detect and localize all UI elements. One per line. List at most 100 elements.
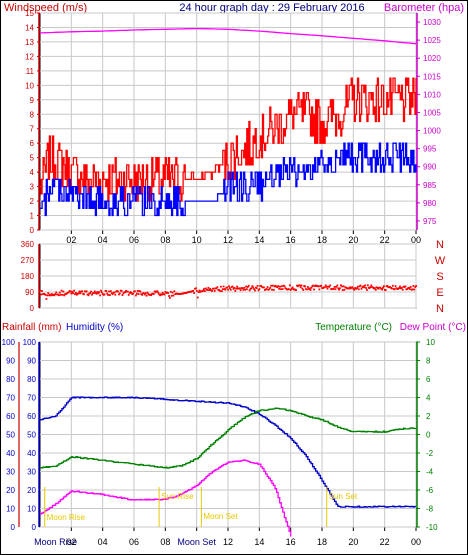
bottom-axis-label: 18 — [317, 537, 327, 547]
direction-point — [209, 288, 212, 290]
direction-point — [369, 286, 372, 288]
direction-point — [178, 293, 181, 295]
x-tick-label: 18 — [317, 235, 327, 245]
humidity-label: Humidity (%) — [66, 322, 123, 333]
direction-point — [135, 292, 138, 295]
humidity-tick-label: 50 — [27, 431, 36, 440]
direction-point — [121, 294, 124, 296]
humidity-tick-label: 100 — [23, 338, 37, 347]
direction-point — [320, 284, 323, 287]
humidity-line — [40, 396, 416, 508]
compass-label: S — [436, 271, 443, 283]
direction-point — [358, 285, 361, 288]
direction-point — [153, 290, 156, 293]
direction-point — [96, 291, 99, 293]
rainfall-tick-label: 80 — [6, 375, 15, 384]
direction-point — [44, 294, 47, 296]
direction-point — [363, 286, 366, 289]
bottom-axis-label: 12 — [223, 537, 233, 547]
direction-point — [199, 290, 202, 293]
direction-point — [394, 285, 397, 287]
y-right-tick-label: 1005 — [423, 108, 441, 117]
windspeed-label: Windspeed (m/s) — [4, 2, 87, 14]
direction-point — [159, 294, 161, 297]
direction-point — [246, 286, 249, 288]
direction-point — [195, 289, 198, 292]
bottom-axis-label: 16 — [286, 537, 296, 547]
wind-speed-line — [40, 142, 417, 217]
direction-point — [221, 288, 224, 291]
bottom-axis-label: 04 — [98, 537, 108, 547]
x-tick-label: 16 — [286, 235, 296, 245]
y-left-tick-label: 1 — [30, 212, 35, 221]
y-right-tick-label: 1015 — [423, 72, 441, 81]
direction-point — [109, 294, 111, 296]
direction-point — [343, 288, 346, 291]
direction-point — [70, 292, 73, 295]
barometer-label: Barometer (hpa) — [384, 2, 464, 14]
direction-point — [213, 290, 216, 292]
direction-point — [393, 288, 396, 291]
direction-point — [117, 290, 119, 293]
direction-point — [220, 285, 222, 288]
bottom-axis-label: 02 — [66, 537, 76, 547]
rainfall-tick-label: 30 — [6, 468, 15, 477]
direction-point — [114, 293, 117, 296]
direction-point — [374, 288, 377, 291]
y-left-tick-label: 4 — [30, 168, 35, 177]
direction-point — [337, 287, 340, 290]
direction-point — [356, 287, 358, 290]
direction-point — [144, 292, 147, 295]
direction-point — [301, 287, 304, 290]
direction-point — [161, 291, 164, 294]
y-left-tick-label: 7 — [30, 125, 35, 134]
direction-point — [202, 289, 204, 292]
direction-point — [286, 288, 289, 291]
temperature-tick-label: 4 — [426, 394, 431, 403]
direction-point — [73, 289, 75, 292]
direction-point — [398, 287, 400, 289]
temperature-tick-label: 8 — [426, 357, 431, 366]
humidity-tick-label: 30 — [27, 468, 36, 477]
direction-point — [315, 285, 318, 287]
temperature-tick-label: 0 — [426, 431, 431, 440]
direction-point — [283, 285, 286, 288]
direction-point — [146, 291, 149, 294]
direction-point — [255, 287, 258, 290]
bottom-axis-label: 06 — [129, 537, 139, 547]
direction-point — [49, 294, 52, 297]
direction-point — [47, 292, 50, 294]
direction-point — [295, 289, 297, 291]
direction-point — [169, 290, 172, 293]
direction-point — [263, 286, 265, 289]
direction-point — [412, 285, 415, 287]
y-right-tick-label: 1025 — [423, 36, 441, 45]
direction-point — [346, 287, 349, 290]
humidity-tick-label: 70 — [27, 394, 36, 403]
direction-point — [143, 292, 145, 295]
direction-point — [323, 286, 326, 289]
direction-point — [341, 289, 344, 291]
direction-point — [308, 287, 311, 290]
direction-point — [54, 293, 57, 295]
y-right-tick-label: 995 — [423, 145, 437, 154]
direction-point — [122, 292, 125, 295]
y-left-tick-label: 2 — [30, 197, 35, 206]
direction-point — [156, 290, 159, 293]
direction-point — [224, 288, 227, 291]
rainfall-tick-label: 20 — [6, 486, 15, 495]
y-tick-label: 360 — [21, 240, 35, 249]
direction-point — [140, 293, 143, 295]
direction-point — [391, 287, 393, 290]
direction-point — [266, 286, 269, 288]
direction-point — [174, 293, 177, 295]
temperature-tick-label: -10 — [426, 523, 438, 532]
direction-point — [90, 290, 92, 293]
temperature-tick-label: -8 — [426, 505, 434, 514]
direction-point — [145, 294, 148, 297]
direction-point — [53, 294, 56, 297]
y-left-tick-label: 10 — [25, 81, 34, 90]
temperature-tick-label: -4 — [426, 468, 434, 477]
x-tick-label: 00 — [411, 235, 421, 245]
